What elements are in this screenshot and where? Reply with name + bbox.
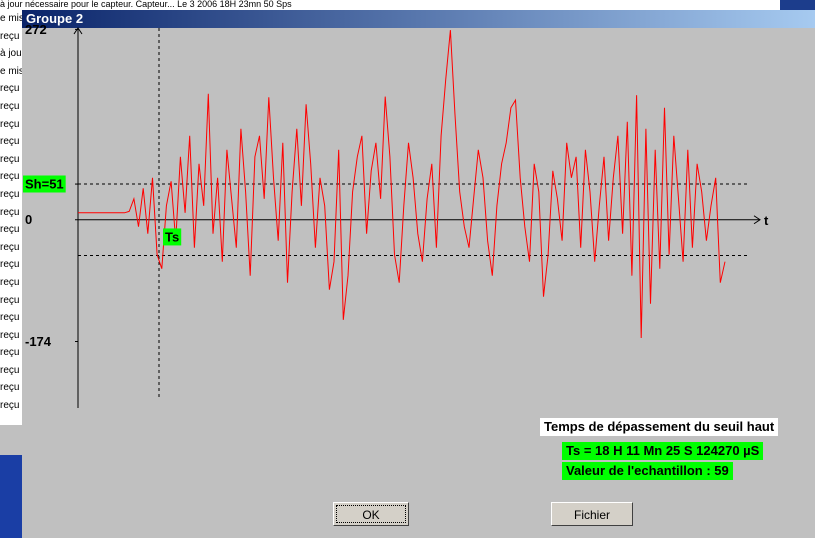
- y-arrow: [73, 27, 83, 35]
- list-item: reçu: [0, 382, 20, 394]
- list-item: reçu: [0, 153, 20, 165]
- desktop: [0, 455, 22, 538]
- list-item: reçu: [0, 312, 20, 324]
- ts-label: Ts: [165, 229, 179, 244]
- list-item: reçu: [0, 276, 20, 288]
- x-axis-label: t: [764, 213, 769, 228]
- y-tick-label-bg: [23, 175, 66, 193]
- list-item: reçu: [0, 171, 20, 183]
- list-item: reçu: [0, 224, 20, 236]
- y-tick-label: Sh=51: [25, 176, 64, 191]
- list-item: reçu: [0, 241, 20, 253]
- y-tick-label: 272: [25, 22, 47, 37]
- info-sample: Valeur de l'echantillon : 59: [562, 462, 733, 480]
- list-item: reçu: [0, 188, 20, 200]
- info-time: Ts = 18 H 11 Mn 25 S 124270 µS: [562, 442, 764, 460]
- list-item: reçu: [0, 329, 20, 341]
- signal: [78, 30, 726, 339]
- list-item: reçu: [0, 118, 20, 130]
- list-item: reçu: [0, 400, 20, 412]
- ok-button[interactable]: OK: [333, 502, 409, 526]
- info-heading: Temps de dépassement du seuil haut: [540, 418, 779, 436]
- x-arrow: [753, 215, 761, 225]
- list-item: reçu: [0, 136, 20, 148]
- list-item: e mis: [0, 65, 22, 77]
- file-button[interactable]: Fichier: [551, 502, 633, 526]
- window-title: Groupe 2: [22, 10, 815, 28]
- list-item: reçu: [0, 364, 20, 376]
- background-text: à jour nécessaire pour le capteur. Capte…: [0, 0, 780, 10]
- list-item: e mis: [0, 13, 22, 24]
- list-item: reçu: [0, 259, 20, 271]
- ts-label-bg: [163, 228, 182, 246]
- list-item: reçu: [0, 30, 20, 42]
- desktop: [780, 0, 815, 10]
- list-item: reçu: [0, 83, 20, 95]
- list-item: reçu: [0, 347, 20, 359]
- list-item: reçu: [0, 294, 20, 306]
- list-item: reçu: [0, 206, 20, 218]
- list-item: reçu: [0, 100, 20, 112]
- y-tick-label: -174: [25, 334, 52, 349]
- background-list: e mis reçu à jou e mis reçu reçu reçu reçu reçu r…: [0, 10, 22, 425]
- list-item: à jou: [0, 48, 22, 60]
- y-tick-label: 0: [25, 212, 32, 227]
